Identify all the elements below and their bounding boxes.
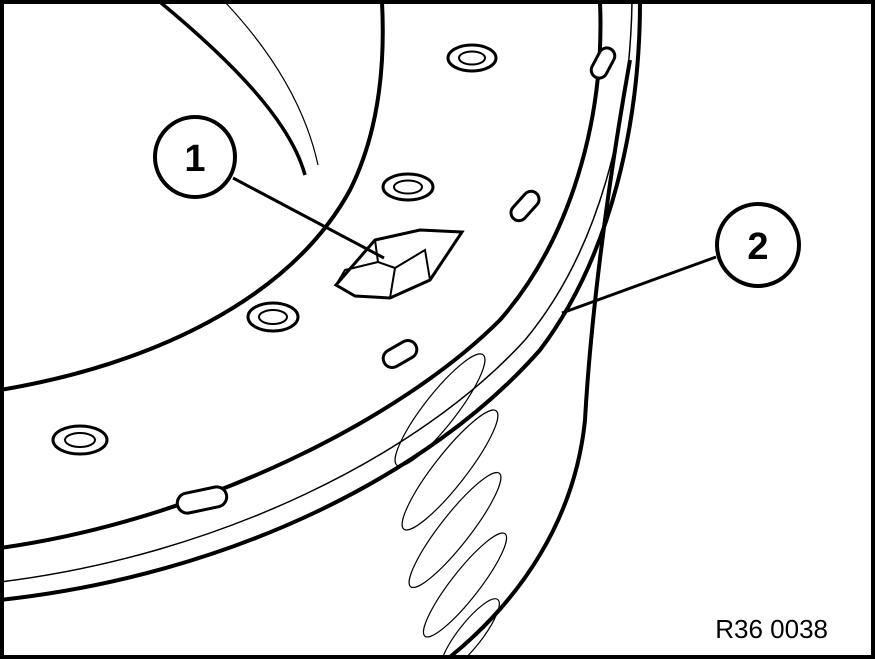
rim-lip-edge: [0, 1, 642, 602]
rim-slot: [175, 485, 229, 515]
callout-2: 2: [715, 202, 801, 288]
callout-1: 1: [153, 115, 237, 199]
rim-outer-edge: [0, 1, 603, 550]
bolt-hole: [446, 43, 498, 73]
bolt-holes: [51, 43, 498, 456]
callout-1-number: 1: [184, 138, 205, 180]
inner-disc-inner-arc: [158, 0, 307, 176]
rim-slots: [175, 46, 617, 515]
reference-code: R36 0038: [715, 614, 828, 644]
rim-slot: [381, 339, 419, 369]
rim-slot: [509, 189, 541, 223]
bolt-hole: [246, 301, 300, 333]
inner-disc-thin-arc: [224, 1, 319, 166]
callout-1-leader: [232, 176, 385, 260]
rim-slot: [589, 46, 617, 80]
bolt-hole: [51, 424, 109, 456]
drum-right-edge: [448, 59, 632, 659]
callout-2-number: 2: [747, 226, 768, 268]
callout-2-leader: [561, 255, 717, 315]
surface-hatching: [394, 353, 508, 659]
bolt-hole: [381, 172, 435, 202]
